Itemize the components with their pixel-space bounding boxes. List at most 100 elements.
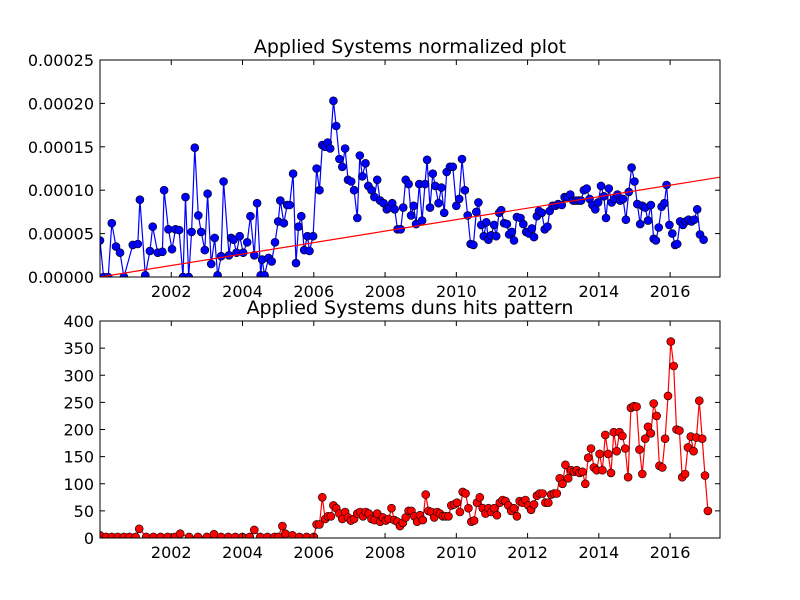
- data-point: [159, 185, 169, 195]
- data-point: [111, 242, 121, 251]
- data-point: [252, 198, 262, 208]
- data-point: [242, 238, 252, 247]
- data-point: [460, 185, 470, 195]
- data-point: [603, 449, 613, 459]
- data-point: [502, 219, 512, 229]
- data-point: [692, 205, 702, 214]
- data-point: [621, 215, 631, 224]
- data-point: [357, 172, 367, 181]
- data-point: [216, 251, 226, 261]
- data-point: [308, 231, 318, 241]
- data-point: [620, 444, 630, 453]
- data-point: [349, 185, 359, 195]
- y-tick-label: 0.00000: [28, 268, 94, 287]
- data-point: [133, 239, 143, 249]
- data-point: [238, 248, 248, 257]
- plot-area: 2002 2004 2006 2008 2010 2012 2014 2016 0 50 100 15…: [63, 312, 721, 562]
- data-point: [700, 471, 710, 480]
- data-point: [164, 225, 173, 234]
- data-point: [135, 195, 145, 204]
- data-point: [281, 529, 290, 538]
- data-point: [181, 192, 190, 202]
- data-point: [315, 520, 324, 529]
- x-tick-label: 2014: [578, 543, 619, 562]
- data-point: [317, 492, 327, 502]
- data-point: [672, 239, 682, 249]
- data-point: [428, 169, 438, 178]
- chart-title: Applied Systems normalized plot: [254, 36, 566, 58]
- data-point: [604, 184, 614, 193]
- data-point: [190, 143, 200, 152]
- data-point: [193, 532, 203, 538]
- data-point: [454, 194, 464, 204]
- data-point: [618, 194, 628, 204]
- data-point: [689, 215, 699, 224]
- data-point: [660, 198, 669, 208]
- data-point: [270, 238, 280, 247]
- data-point: [134, 524, 144, 534]
- data-point: [646, 200, 656, 210]
- data-point: [194, 211, 203, 220]
- data-point: [640, 434, 650, 444]
- data-point: [329, 96, 338, 106]
- data-point: [279, 218, 289, 228]
- data-point: [543, 222, 552, 231]
- y-tick-label: 50: [74, 502, 94, 521]
- data-point: [355, 151, 365, 160]
- data-point: [669, 361, 679, 371]
- y-tick-label: 0: [84, 529, 94, 548]
- data-point: [586, 444, 596, 453]
- data-point: [196, 227, 206, 237]
- data-point: [537, 208, 547, 218]
- data-point: [422, 155, 432, 165]
- data-point: [250, 525, 259, 535]
- data-point: [651, 236, 661, 245]
- data-point: [296, 211, 306, 221]
- data-point: [538, 489, 547, 498]
- data-point: [404, 179, 413, 189]
- data-point: [417, 216, 427, 225]
- data-point: [457, 154, 467, 164]
- data-point: [593, 198, 603, 207]
- data-point: [219, 177, 228, 186]
- y-tick-label: 0.00015: [28, 138, 94, 157]
- data-point: [184, 532, 194, 538]
- data-point: [582, 184, 592, 193]
- x-tick-label: 2010: [436, 543, 477, 562]
- data-point: [420, 179, 430, 189]
- chart-normalized-plot: Applied Systems normalized plot 2002 2004…: [28, 36, 721, 301]
- data-point: [434, 198, 443, 208]
- y-tick-label: 0.00005: [28, 225, 94, 244]
- data-point: [325, 144, 335, 153]
- data-point: [600, 430, 610, 440]
- data-point: [694, 396, 704, 406]
- data-point: [680, 469, 690, 479]
- data-point: [471, 207, 481, 217]
- data-point: [596, 181, 606, 191]
- x-tick-label: 2002: [151, 282, 192, 301]
- data-point: [469, 240, 478, 250]
- data-point: [578, 467, 587, 477]
- data-point: [643, 216, 653, 225]
- data-point: [452, 498, 462, 508]
- data-point: [418, 515, 428, 525]
- data-point: [481, 218, 491, 227]
- data-point: [654, 223, 664, 232]
- data-point: [697, 434, 707, 444]
- data-point: [187, 227, 196, 237]
- data-point: [294, 222, 303, 231]
- data-point: [552, 489, 562, 498]
- data-point: [492, 510, 502, 520]
- data-point: [273, 532, 283, 538]
- data-point: [245, 532, 254, 538]
- data-point: [464, 503, 473, 513]
- data-point: [206, 259, 216, 269]
- data-point: [361, 159, 370, 168]
- x-tick-label: 2002: [151, 543, 192, 562]
- data-point: [291, 258, 301, 268]
- data-point: [439, 208, 449, 218]
- data-point: [666, 337, 676, 346]
- data-point: [312, 164, 321, 173]
